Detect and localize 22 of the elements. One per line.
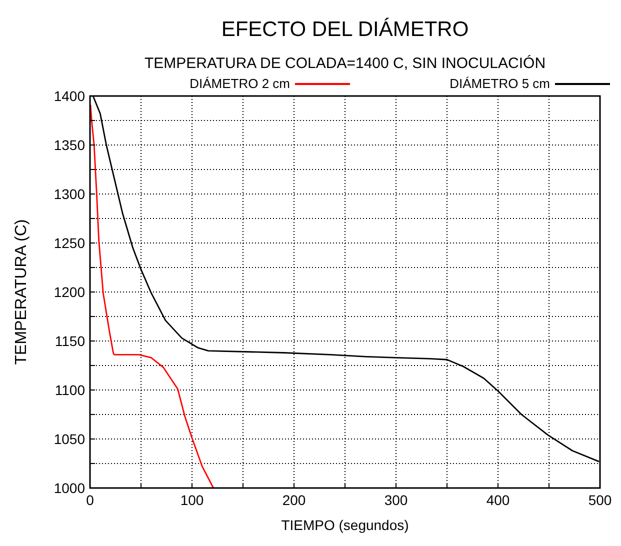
x-tick-label: 300 [384,492,408,508]
y-axis-title: TEMPERATURA (C) [13,219,30,365]
x-tick-label: 100 [180,492,204,508]
x-tick-label: 500 [588,492,612,508]
y-tick-label: 1350 [54,137,86,153]
legend-label: DIÁMETRO 5 cm [450,76,550,91]
line-series [90,104,214,489]
y-tick-label: 1200 [54,284,86,300]
y-tick-label: 1300 [54,186,86,202]
y-tick-label: 1100 [54,382,86,398]
chart-title: EFECTO DEL DIÁMETRO [221,17,469,41]
y-tick-label: 1000 [54,480,86,496]
chart-subtitle: TEMPERATURA DE COLADA=1400 C, SIN INOCULACIÓN [144,54,546,72]
y-tick-label: 1250 [54,235,86,251]
legend-label: DIÁMETRO 2 cm [190,76,290,91]
x-tick-label: 400 [486,492,510,508]
y-tick-label: 1150 [54,333,86,349]
y-tick-label: 1400 [54,88,86,104]
y-tick-label: 1050 [54,431,86,447]
x-tick-label: 0 [86,492,94,508]
x-tick-label: 200 [282,492,306,508]
x-axis-title: TIEMPO (segundos) [281,517,409,533]
